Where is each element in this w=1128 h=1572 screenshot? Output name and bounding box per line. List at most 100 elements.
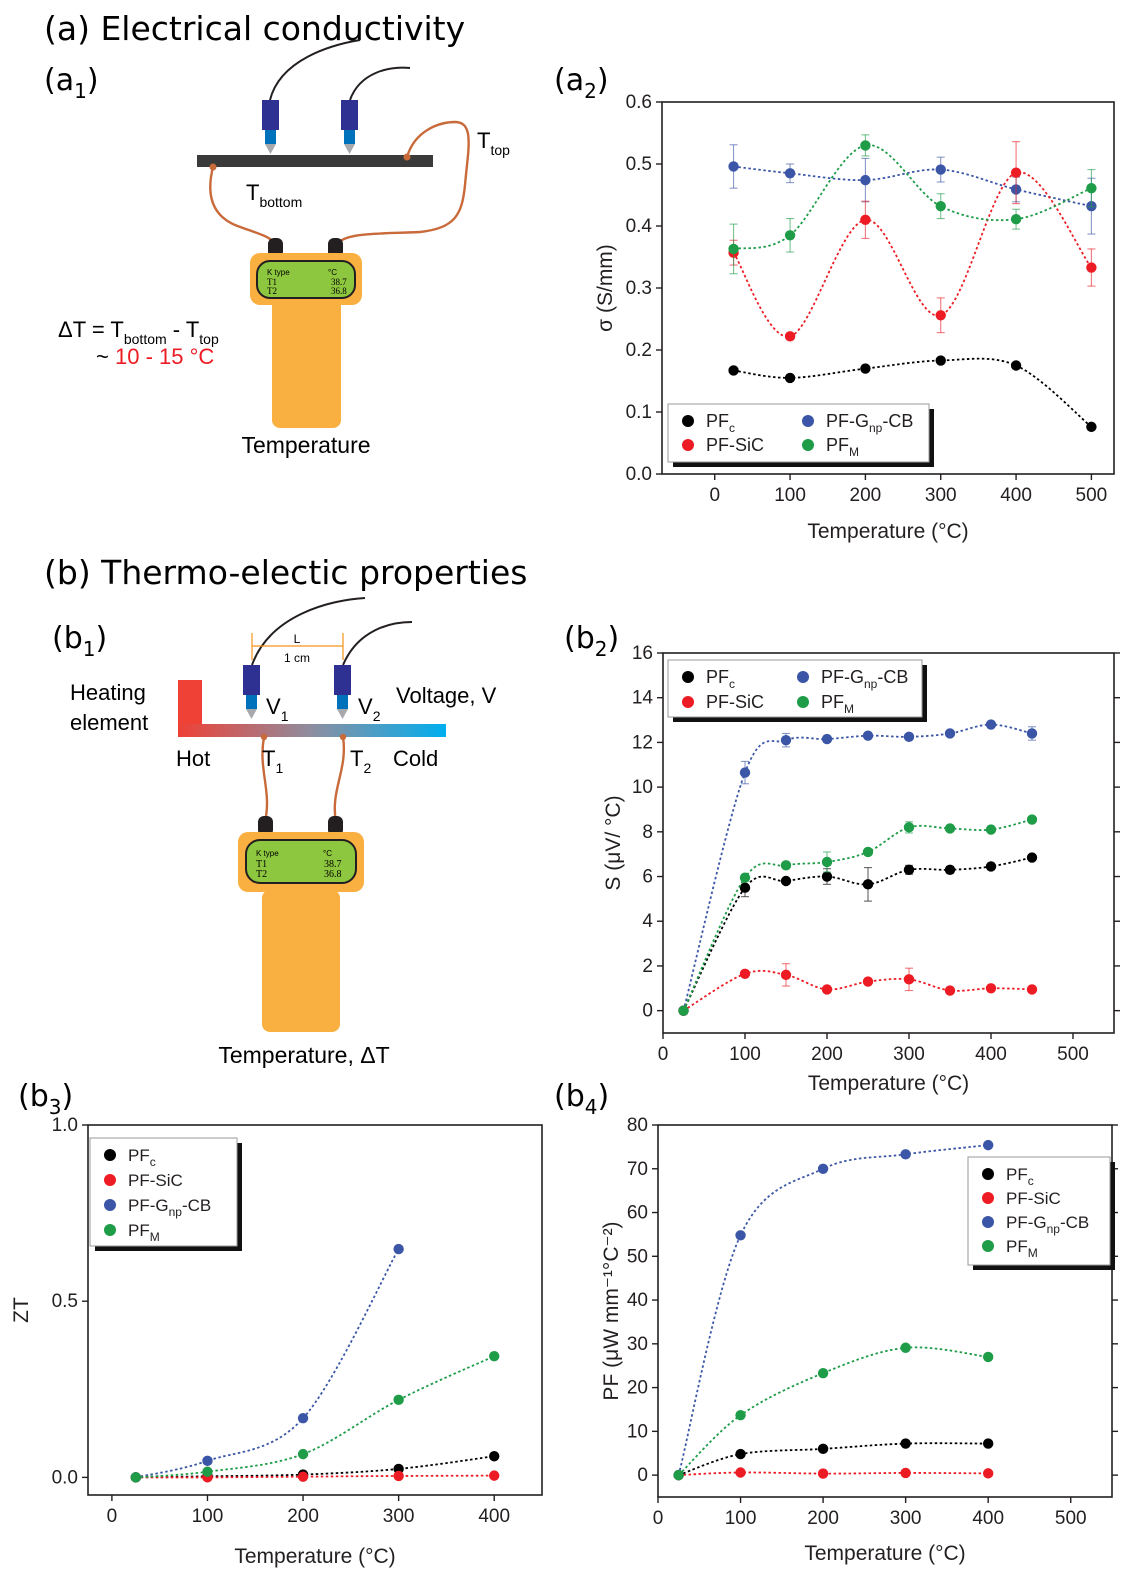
legend-label-PFc-sub: c (729, 421, 735, 435)
series-line-PFM (135, 1355, 495, 1479)
y-tick-label: 50 (627, 1246, 648, 1267)
legend-label-PFM-sub: M (849, 445, 859, 459)
x-tick-label: 200 (807, 1508, 839, 1529)
legend-marker-PF-Gnp-CB (797, 671, 809, 683)
series-line-PF-SiC (732, 171, 1093, 338)
data-point-PFM (739, 872, 751, 883)
legend-label-PFc: PFc (706, 411, 735, 435)
data-point-PF-Gnp-CB (735, 1230, 746, 1241)
data-point-PFc (817, 1443, 829, 1455)
display-row2-value-b: 36.8 (324, 869, 342, 880)
meter-caption-b: Temperature, ΔT (218, 1042, 389, 1068)
y-tick-label: 70 (627, 1159, 648, 1180)
data-point-PF-SiC (489, 1470, 500, 1481)
x-tick-label: 400 (972, 1508, 1004, 1529)
section-a-title: (a) Electrical conductivity (44, 9, 465, 48)
series-PF-SiC (678, 963, 1038, 1016)
thermocouple-junction-b2 (339, 733, 347, 741)
legend-label-PF-Gnp-CB-main: PF-G (821, 667, 864, 687)
legend-label-PF-Gnp-CB-tail: -CB (1060, 1213, 1089, 1232)
y-tick-label: 10 (627, 1421, 648, 1442)
data-point-PF-SiC (860, 214, 871, 225)
data-point-PF-Gnp-CB (739, 767, 751, 778)
data-point-PFc (985, 861, 997, 872)
data-point-PF-Gnp-CB (817, 1163, 829, 1174)
series-PFM (678, 814, 1038, 1016)
legend-label-PFc-sub: c (729, 677, 735, 691)
x-tick-label: 400 (478, 1506, 510, 1527)
delta-t-equation: ΔT = Tbottom - Ttop (58, 317, 219, 347)
legend-item-PFM: PFM (802, 435, 859, 459)
data-point-PF-Gnp-CB (297, 1412, 309, 1424)
data-point-PF-Gnp-CB (982, 1139, 994, 1151)
series-PFM (130, 1350, 500, 1483)
y-tick-label: 0 (642, 1001, 653, 1022)
legend-item-PFc: PFc (682, 667, 735, 691)
voltage-probe-1 (262, 100, 279, 154)
legend-label-PF-Gnp-CB-tail: -CB (182, 1196, 211, 1215)
x-tick-label: 200 (811, 1044, 843, 1065)
legend-marker-PF-Gnp-CB (802, 415, 814, 427)
legend-marker-PF-SiC (104, 1174, 116, 1186)
data-point-PFc (935, 355, 946, 366)
x-tick-label: 200 (850, 485, 882, 506)
legend-label-PFM: PFM (1006, 1237, 1038, 1260)
data-point-PFM (393, 1394, 404, 1406)
chart-a2-conductivity: 0 100 200 300 400 500 0.0 0.1 0.2 0.3 0.4 0.5 0.6 Tem… (594, 92, 1115, 543)
legend-label-PFM-sub: M (844, 702, 854, 716)
legend-item-PFM: PFM (797, 692, 854, 716)
hot-label: Hot (176, 746, 210, 771)
legend-label-PFM-sub: M (150, 1230, 160, 1244)
data-point-PF-Gnp-CB (202, 1455, 213, 1467)
chart-b2-seebeck: 0 100 200 300 400 500 0 2 4 6 8 10 12 14 16 Temperature… (602, 643, 1120, 1095)
legend-label-PF-SiC-main: PF-SiC (1006, 1189, 1061, 1208)
panel-label-b1: (b1) (52, 621, 107, 661)
data-point-PF-SiC (821, 984, 833, 995)
y-tick-label: 30 (627, 1334, 648, 1355)
display-row1-label: T1 (267, 277, 277, 287)
chart-b4-power-factor: 0 100 200 300 400 500 0 10 20 30 40 50 60 70 80 Tempera… (600, 1115, 1118, 1565)
legend-label-PFc-main: PF (128, 1146, 150, 1165)
legend-marker-PFc (104, 1149, 116, 1161)
x-tick-label: 500 (1055, 1508, 1087, 1529)
data-point-PF-Gnp-CB (728, 161, 739, 172)
legend-marker-PFM (797, 696, 809, 708)
y-tick-label: 40 (627, 1290, 648, 1311)
heating-label-line2: element (70, 710, 148, 735)
plot-frame (87, 1124, 543, 1496)
legend-marker-PFM (802, 439, 814, 451)
series-PF-Gnp-CB (728, 144, 1097, 235)
legend-label-PFc-main: PF (706, 667, 729, 687)
series-PFc (673, 1438, 994, 1481)
x-axis-label: Temperature (°C) (808, 1072, 969, 1095)
schematic-a: Ttop Tbottom K type °C T1 38.7 T2 36.8 Δ… (58, 39, 510, 458)
data-point-PFM (673, 1469, 684, 1481)
thermometer-handle (272, 298, 341, 428)
data-point-PF-Gnp-CB (900, 1149, 911, 1160)
data-point-PFM (821, 856, 833, 868)
x-tick-label: 0 (658, 1044, 669, 1065)
series-PFc (728, 355, 1097, 433)
legend-label-PFM: PFM (821, 692, 854, 716)
data-point-PF-SiC (784, 331, 796, 342)
series-line-PF-SiC (678, 1471, 989, 1477)
y-tick-label: 0.0 (626, 464, 652, 485)
y-axis-label: σ (S/mm) (594, 244, 617, 332)
sample-bar (197, 155, 433, 167)
data-point-PFc (862, 879, 874, 890)
data-point-PF-SiC (982, 1468, 994, 1479)
data-point-PFM (935, 200, 946, 212)
panel-label-b2: (b2) (564, 621, 619, 661)
voltage-label: Voltage, V (396, 683, 497, 708)
data-point-PF-Gnp-CB (780, 734, 792, 746)
thermocouple-wire-b1 (261, 736, 269, 823)
y-tick-label: 0.0 (52, 1467, 78, 1488)
legend-label-PF-SiC: PF-SiC (706, 435, 764, 455)
data-point-PFM (735, 1409, 746, 1421)
data-point-PFc (860, 363, 871, 374)
series-PF-Gnp-CB (678, 719, 1038, 1016)
panel-label-b3: (b3) (18, 1079, 73, 1119)
legend-item-PF-Gnp-CB: PF-Gnp-CB (104, 1196, 211, 1219)
legend-label-PF-Gnp-CB: PF-Gnp-CB (128, 1196, 211, 1219)
